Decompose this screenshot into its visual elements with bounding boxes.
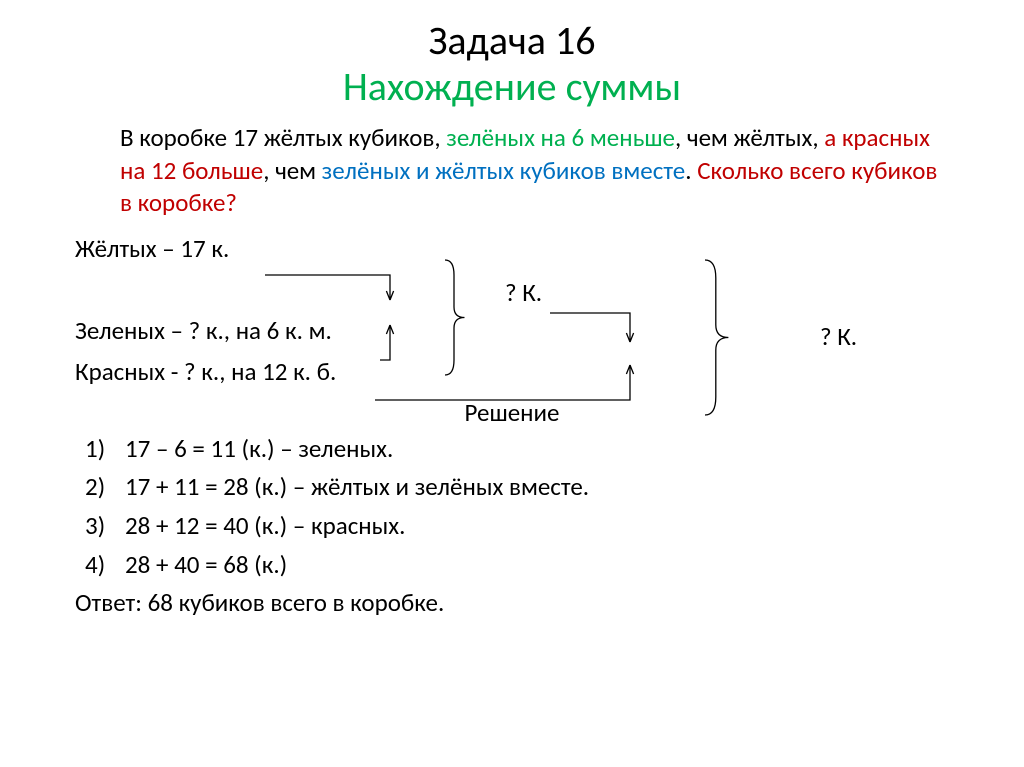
slide-content: Задача 16 Нахождение суммы В коробке 17 … xyxy=(0,0,1024,767)
solution-title: Решение xyxy=(75,397,949,428)
intermediate-question-1: ? К. xyxy=(505,272,542,313)
solution-step-4: 4) 28 + 40 = 68 (к.) xyxy=(75,546,949,585)
step-number: 4) xyxy=(75,546,125,585)
problem-part: зелёных на 6 меньше xyxy=(446,122,675,153)
step-number: 1) xyxy=(75,430,125,469)
intermediate-question-2: ? К. xyxy=(820,316,857,357)
problem-part: , чем жёлтых, xyxy=(675,122,824,153)
given-row-3: Красных - ? к., на 12 к. б. xyxy=(75,351,949,392)
step-text: 17 + 11 = 28 (к.) – жёлтых и зелёных вме… xyxy=(125,468,589,507)
solution-block: 1) 17 – 6 = 11 (к.) – зеленых. 2) 17 + 1… xyxy=(75,430,949,585)
step-number: 2) xyxy=(75,468,125,507)
title-main: Задача 16 xyxy=(75,18,949,64)
answer: Ответ: 68 кубиков всего в коробке. xyxy=(75,587,949,618)
solution-step-1: 1) 17 – 6 = 11 (к.) – зеленых. xyxy=(75,430,949,469)
problem-part: , чем xyxy=(263,155,321,186)
title-sub: Нахождение суммы xyxy=(75,64,949,110)
problem-part: зелёных и жёлтых кубиков вместе xyxy=(322,155,686,186)
step-number: 3) xyxy=(75,507,125,546)
step-text: 28 + 40 = 68 (к.) xyxy=(125,546,287,585)
problem-part: В коробке 17 жёлтых кубиков, xyxy=(120,122,446,153)
problem-text: В коробке 17 жёлтых кубиков, зелёных на … xyxy=(75,122,949,220)
given-row-1: Жёлтых – 17 к. xyxy=(75,228,949,269)
step-text: 28 + 12 = 40 (к.) – красных. xyxy=(125,507,405,546)
given-row-2: Зеленых – ? к., на 6 к. м. xyxy=(75,310,949,351)
given-block: Жёлтых – 17 к. Зеленых – ? к., на 6 к. м… xyxy=(75,228,949,393)
solution-step-2: 2) 17 + 11 = 28 (к.) – жёлтых и зелёных … xyxy=(75,468,949,507)
step-text: 17 – 6 = 11 (к.) – зеленых. xyxy=(125,430,393,469)
problem-part: . xyxy=(685,155,697,186)
title-block: Задача 16 Нахождение суммы xyxy=(75,18,949,110)
solution-step-3: 3) 28 + 12 = 40 (к.) – красных. xyxy=(75,507,949,546)
